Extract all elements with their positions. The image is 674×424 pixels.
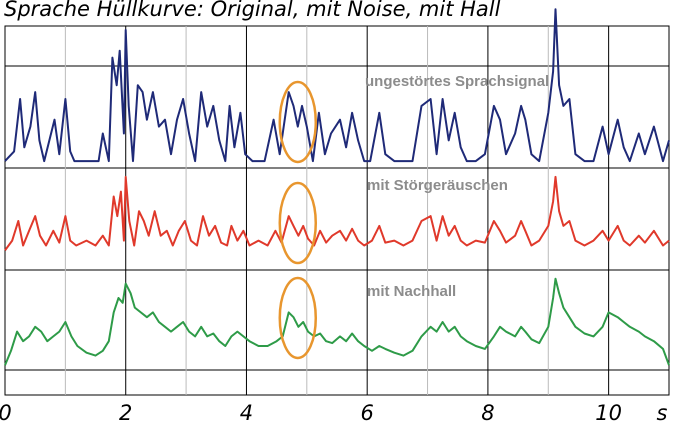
series-line-1 [4, 8, 670, 163]
series-line-2 [4, 175, 670, 251]
highlight-markers [278, 80, 318, 360]
x-tick-label: 6 [360, 401, 373, 424]
x-tick-label: 0 [0, 401, 12, 424]
x-unit-label: s [657, 401, 668, 424]
highlight-ellipse-1 [278, 80, 318, 164]
chart-title: Sprache Hüllkurve: Original, mit Noise, … [4, 0, 501, 21]
x-axis-ticks: 0 2 4 6 8 10 s [0, 401, 668, 424]
highlight-ellipse-3 [278, 276, 318, 360]
series-lines [4, 8, 670, 366]
x-tick-label: 4 [240, 401, 253, 424]
series-line-3 [4, 277, 670, 366]
series-labels: ungestörtes Sprachsignal mit Störgeräusch… [365, 73, 549, 300]
x-tick-label: 10 [595, 401, 622, 424]
series-label-2: mit Störgeräuschen [367, 177, 508, 194]
highlight-ellipse-2 [278, 181, 318, 265]
series-label-3: mit Nachhall [367, 283, 456, 300]
x-tick-label: 2 [119, 401, 132, 424]
series-label-1: ungestörtes Sprachsignal [365, 73, 549, 90]
x-tick-label: 8 [481, 401, 494, 424]
plot-frame [4, 25, 670, 396]
